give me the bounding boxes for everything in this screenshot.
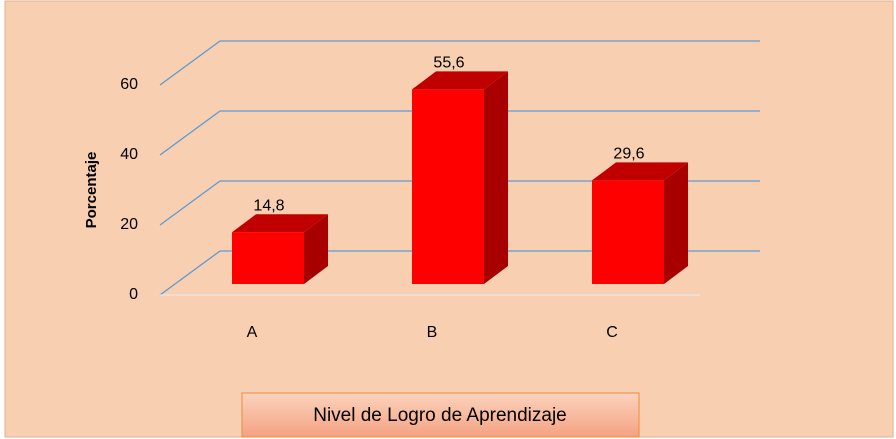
y-axis-title: Porcentaje bbox=[83, 152, 100, 229]
y-tick-label: 40 bbox=[120, 146, 138, 163]
x-axis-title-box bbox=[241, 392, 640, 438]
y-tick-label: 60 bbox=[120, 76, 138, 93]
bar bbox=[592, 180, 664, 284]
grid-line-side bbox=[159, 250, 221, 296]
x-tick-label: C bbox=[606, 324, 618, 341]
bar bbox=[412, 89, 484, 285]
bar-top bbox=[412, 71, 508, 90]
bar bbox=[232, 232, 304, 284]
bar-top bbox=[592, 162, 688, 181]
grid-line-side bbox=[159, 40, 221, 86]
x-axis-title: Nivel de Logro de Aprendizaje bbox=[313, 405, 567, 426]
x-tick-label: A bbox=[247, 324, 258, 341]
bar-top bbox=[232, 214, 328, 233]
x-tick-label: B bbox=[427, 324, 438, 341]
grid-line-side bbox=[159, 180, 221, 226]
data-label: 29,6 bbox=[613, 146, 644, 163]
grid-line-side bbox=[159, 110, 221, 156]
data-label: 55,6 bbox=[433, 55, 464, 72]
bar-side bbox=[664, 162, 688, 284]
y-tick-label: 20 bbox=[120, 216, 138, 233]
data-label: 14,8 bbox=[253, 197, 284, 214]
y-tick-label: 0 bbox=[129, 286, 138, 303]
bar-side bbox=[484, 71, 508, 285]
bar-side bbox=[304, 214, 328, 284]
